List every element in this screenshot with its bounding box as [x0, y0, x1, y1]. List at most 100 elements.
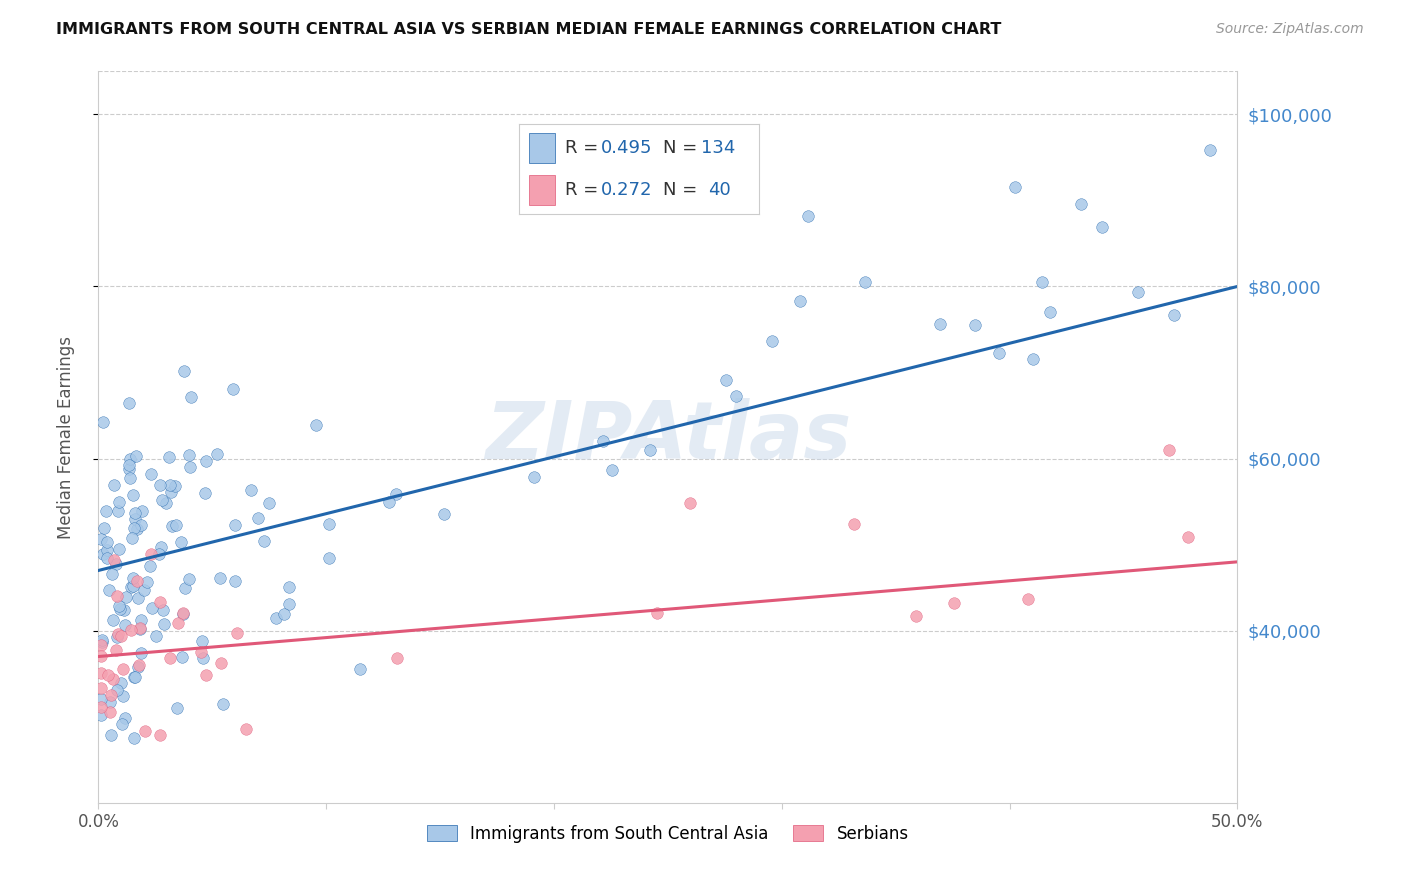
Point	[129, 517, 152, 532]
Point	[278, 597, 301, 611]
Point	[224, 518, 246, 533]
Point	[98, 705, 121, 719]
Point	[134, 723, 156, 738]
Point	[103, 613, 125, 627]
Point	[104, 643, 127, 657]
Text: IMMIGRANTS FROM SOUTH CENTRAL ASIA VS SERBIAN MEDIAN FEMALE EARNINGS CORRELATION: IMMIGRANTS FROM SOUTH CENTRAL ASIA VS SE…	[56, 22, 1001, 37]
Point	[148, 547, 170, 561]
Point	[349, 662, 371, 676]
Point	[149, 478, 172, 492]
Point	[1004, 179, 1026, 194]
Point	[159, 651, 181, 665]
Point	[132, 583, 155, 598]
Point	[724, 389, 747, 403]
Point	[149, 595, 172, 609]
Point	[173, 582, 195, 596]
Point	[166, 701, 188, 715]
Point	[122, 521, 145, 535]
Point	[118, 451, 141, 466]
Point	[112, 602, 135, 616]
FancyBboxPatch shape	[529, 175, 555, 204]
Point	[153, 617, 176, 632]
Point	[125, 574, 148, 588]
Point	[100, 728, 122, 742]
Point	[277, 580, 299, 594]
Point	[385, 487, 408, 501]
Point	[1070, 196, 1092, 211]
Point	[209, 656, 232, 670]
Point	[222, 382, 245, 396]
Point	[96, 543, 118, 558]
Point	[1091, 220, 1114, 235]
Point	[139, 548, 162, 562]
Point	[91, 415, 114, 429]
Text: N =: N =	[662, 181, 703, 199]
Text: 134: 134	[702, 139, 735, 157]
Point	[149, 728, 172, 742]
Point	[121, 579, 143, 593]
Point	[172, 607, 194, 621]
Point	[253, 533, 276, 548]
Point	[105, 630, 128, 644]
Point	[90, 649, 112, 664]
Point	[194, 486, 217, 500]
Point	[118, 396, 141, 410]
Point	[114, 618, 136, 632]
Point	[105, 589, 128, 603]
Point	[1177, 530, 1199, 544]
Point	[107, 504, 129, 518]
Point	[318, 551, 340, 566]
Point	[177, 448, 200, 462]
Y-axis label: Median Female Earnings: Median Female Earnings	[56, 335, 75, 539]
Point	[1031, 275, 1053, 289]
Point	[929, 318, 952, 332]
Point	[235, 722, 257, 736]
Point	[385, 651, 408, 665]
Point	[118, 462, 141, 476]
Point	[90, 681, 112, 696]
Point	[103, 477, 125, 491]
Point	[205, 446, 228, 460]
Text: 0.495: 0.495	[600, 139, 652, 157]
FancyBboxPatch shape	[529, 133, 555, 162]
Point	[112, 690, 135, 704]
Point	[127, 659, 149, 673]
Point	[121, 532, 143, 546]
Point	[120, 624, 142, 638]
Text: 0.272: 0.272	[600, 181, 652, 199]
Point	[90, 691, 112, 706]
Point	[120, 471, 142, 485]
Point	[988, 346, 1011, 360]
Point	[129, 621, 152, 635]
Point	[193, 651, 215, 665]
Point	[141, 601, 163, 615]
Point	[129, 646, 152, 660]
Point	[90, 532, 112, 546]
Point	[273, 607, 295, 621]
Point	[97, 583, 120, 598]
Point	[239, 483, 262, 498]
Text: Source: ZipAtlas.com: Source: ZipAtlas.com	[1216, 22, 1364, 37]
Point	[91, 547, 114, 561]
Point	[433, 507, 456, 521]
Point	[90, 707, 112, 722]
Point	[170, 534, 193, 549]
Point	[91, 635, 114, 649]
Point	[208, 571, 231, 585]
Point	[1199, 143, 1222, 157]
Point	[842, 516, 865, 531]
Point	[101, 672, 124, 686]
Text: 40: 40	[709, 181, 731, 199]
Point	[378, 495, 401, 509]
Point	[135, 574, 157, 589]
Point	[138, 558, 160, 573]
Point	[139, 467, 162, 482]
Point	[716, 373, 738, 387]
Point	[194, 668, 217, 682]
Point	[264, 611, 287, 625]
Point	[965, 318, 987, 332]
Point	[125, 522, 148, 536]
Point	[645, 606, 668, 620]
Point	[1163, 308, 1185, 322]
Point	[110, 629, 132, 643]
